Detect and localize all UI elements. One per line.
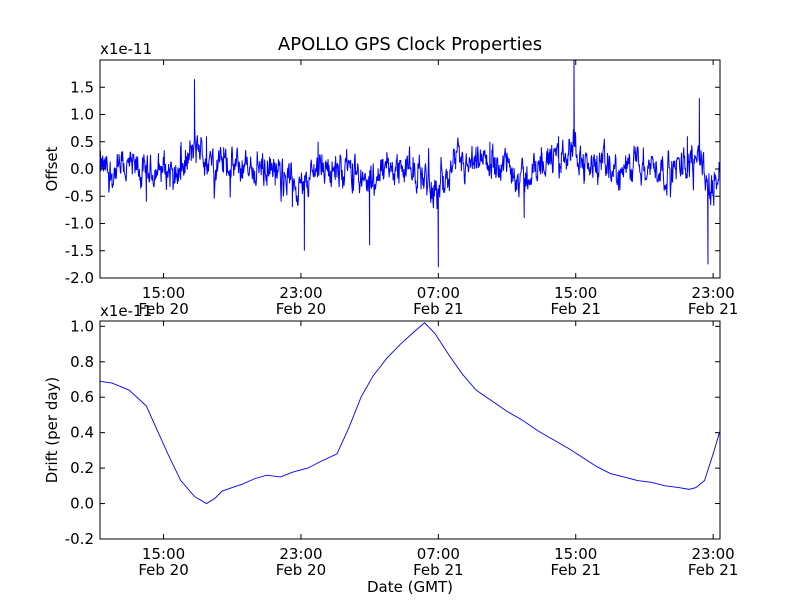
y-tick-label: 0.6: [70, 388, 94, 406]
y-tick-label: 1.0: [70, 317, 94, 335]
x-tick-date-label: Feb 21: [551, 300, 601, 318]
offset-scale-label: x1e-11: [100, 40, 152, 58]
y-tick-label: 0.8: [70, 353, 94, 371]
x-tick-time-label: 15:00: [554, 284, 597, 302]
drift-plot-area: [99, 320, 721, 540]
y-tick-label: 1.0: [70, 106, 94, 124]
drift-scale-label: x1e-11: [100, 302, 152, 320]
x-tick-date-label: Feb 20: [276, 300, 326, 318]
x-tick-date-label: Feb 21: [413, 300, 463, 318]
offset-axes: x1e-11 -2.0 -1.5 -1.0 -0.5 0.0 0.5 1.0 1.5 15:0…: [43, 40, 738, 318]
x-tick-date-label: Feb 21: [688, 561, 738, 579]
x-tick-time-label: 15:00: [142, 545, 185, 563]
x-tick-date-label: Feb 20: [276, 561, 326, 579]
x-tick-date-label: Feb 20: [138, 300, 188, 318]
y-tick-label: 0.0: [70, 160, 94, 178]
x-tick-date-label: Feb 21: [413, 561, 463, 579]
y-tick-label: -2.0: [65, 269, 94, 287]
offset-y-ticks: -2.0 -1.5 -1.0 -0.5 0.0 0.5 1.0 1.5: [65, 78, 720, 287]
y-tick-label: -1.5: [65, 242, 94, 260]
y-tick-label: -0.2: [65, 530, 94, 548]
x-tick-date-label: Feb 21: [688, 300, 738, 318]
y-tick-label: -1.0: [65, 215, 94, 233]
x-tick-time-label: 07:00: [417, 545, 460, 563]
x-tick-time-label: 15:00: [554, 545, 597, 563]
x-tick-date-label: Feb 21: [551, 561, 601, 579]
x-tick-time-label: 23:00: [279, 545, 322, 563]
drift-series-line: [100, 322, 720, 505]
y-tick-label: 0.4: [70, 424, 94, 442]
x-tick-time-label: 23:00: [692, 545, 735, 563]
y-tick-label: 0.0: [70, 495, 94, 513]
offset-series-line: [100, 60, 720, 268]
x-tick-time-label: 23:00: [692, 284, 735, 302]
offset-y-axis-label: Offset: [43, 146, 61, 191]
drift-x-axis-label: Date (GMT): [367, 578, 453, 596]
x-tick-time-label: 15:00: [142, 284, 185, 302]
y-tick-label: 0.5: [70, 133, 94, 151]
x-tick-time-label: 07:00: [417, 284, 460, 302]
x-tick-date-label: Feb 20: [138, 561, 188, 579]
x-tick-time-label: 23:00: [279, 284, 322, 302]
drift-y-axis-label: Drift (per day): [43, 377, 61, 484]
chart-title: APOLLO GPS Clock Properties: [278, 34, 542, 55]
axes-frame: [99, 320, 721, 540]
y-tick-label: 0.2: [70, 459, 94, 477]
y-tick-label: -0.5: [65, 187, 94, 205]
drift-y-ticks: -0.2 0.0 0.2 0.4 0.6 0.8 1.0: [65, 317, 720, 548]
y-tick-label: 1.5: [70, 78, 94, 96]
